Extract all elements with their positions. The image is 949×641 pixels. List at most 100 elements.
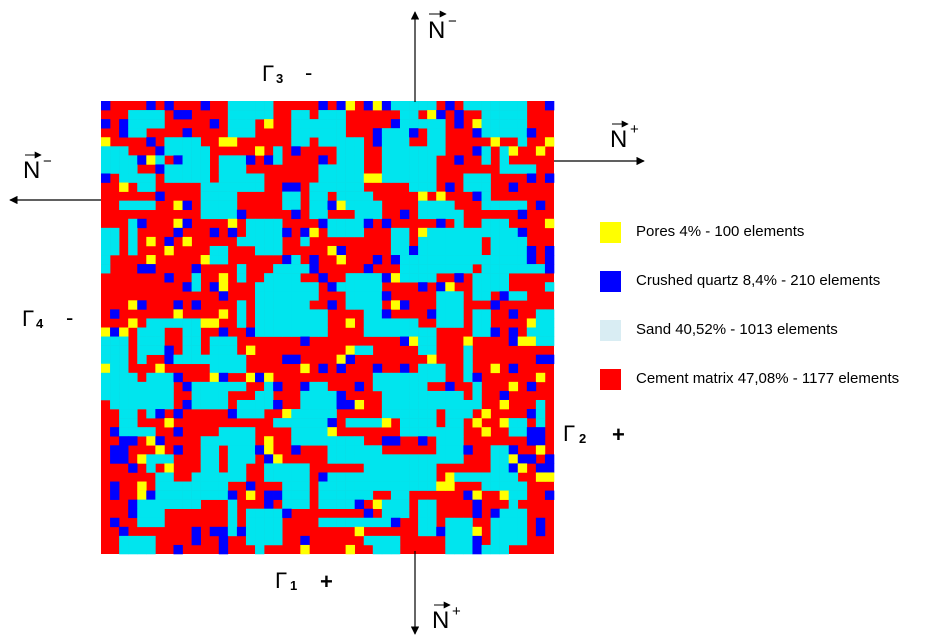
sand-cell xyxy=(354,137,365,147)
sand-cell xyxy=(372,209,383,220)
sand-cell xyxy=(363,282,374,292)
sand-cell xyxy=(481,227,491,238)
sand-cell xyxy=(336,164,346,174)
sand-cell xyxy=(318,173,328,183)
sand-cell xyxy=(517,101,528,111)
sand-cell xyxy=(273,264,283,274)
sand-cell xyxy=(336,128,346,138)
sand-cell xyxy=(490,110,500,120)
sand-cell xyxy=(418,418,428,428)
sand-cell xyxy=(454,245,464,256)
sand-cell xyxy=(508,535,519,546)
sand-cell xyxy=(245,436,256,446)
crushed-quartz-cell xyxy=(508,463,519,473)
sand-cell xyxy=(399,128,410,138)
crushed-quartz-cell xyxy=(282,354,292,365)
sand-cell xyxy=(454,526,464,537)
sand-cell xyxy=(182,146,192,156)
crushed-quartz-cell xyxy=(409,245,419,256)
sand-cell xyxy=(182,173,192,183)
sand-cell xyxy=(218,336,229,346)
crushed-quartz-cell xyxy=(363,508,374,519)
sand-cell xyxy=(182,336,192,346)
sand-cell xyxy=(318,427,328,437)
crushed-quartz-cell xyxy=(110,309,120,319)
pores-cell xyxy=(472,119,482,129)
sand-cell xyxy=(300,327,310,337)
sand-cell xyxy=(427,463,437,473)
crushed-quartz-cell xyxy=(218,535,229,546)
sand-cell xyxy=(146,517,156,528)
sand-cell xyxy=(445,291,455,301)
crushed-quartz-cell xyxy=(300,535,310,546)
sand-cell xyxy=(227,200,238,211)
pores-cell xyxy=(418,191,428,201)
sand-cell xyxy=(372,418,383,428)
sand-cell xyxy=(155,345,165,355)
pores-cell xyxy=(282,409,292,419)
crushed-quartz-cell xyxy=(535,200,546,211)
sand-cell xyxy=(472,101,482,111)
sand-cell xyxy=(218,209,229,220)
material-grid xyxy=(101,101,555,555)
sand-cell xyxy=(300,472,310,482)
sand-cell xyxy=(291,490,301,500)
sand-cell xyxy=(200,463,211,473)
sand-cell xyxy=(264,101,274,111)
crushed-quartz-cell xyxy=(454,155,464,165)
svg-text:−: − xyxy=(43,153,52,170)
crushed-quartz-cell xyxy=(418,436,428,446)
sand-cell xyxy=(409,481,419,491)
pores-cell xyxy=(309,227,319,238)
sand-cell xyxy=(255,327,265,337)
sand-cell xyxy=(155,372,165,383)
sand-cell xyxy=(236,300,247,310)
crushed-quartz-cell xyxy=(245,327,256,337)
sand-cell xyxy=(200,354,211,365)
sand-cell xyxy=(255,245,265,256)
sand-cell xyxy=(155,499,165,509)
sand-cell xyxy=(264,327,274,337)
sand-cell xyxy=(173,499,183,509)
sand-cell xyxy=(490,218,500,229)
crushed-quartz-cell xyxy=(227,409,238,419)
sand-cell xyxy=(499,155,509,165)
sand-cell xyxy=(390,490,401,500)
sand-cell xyxy=(490,119,500,129)
sand-cell xyxy=(345,282,355,292)
sand-cell xyxy=(390,155,401,165)
sand-cell xyxy=(345,454,355,464)
sand-cell xyxy=(146,499,156,509)
sand-cell xyxy=(227,191,238,201)
sand-cell xyxy=(209,490,220,500)
sand-cell xyxy=(472,182,482,192)
sand-cell xyxy=(336,218,346,229)
sand-cell xyxy=(381,472,392,482)
crushed-quartz-cell xyxy=(463,490,473,500)
sand-cell xyxy=(309,119,319,129)
sand-cell xyxy=(300,110,310,120)
crushed-quartz-cell xyxy=(300,381,310,392)
sand-cell xyxy=(264,218,274,229)
sand-cell xyxy=(227,110,238,120)
sand-cell xyxy=(309,282,319,292)
pores-cell xyxy=(218,273,229,283)
sand-cell xyxy=(418,427,428,437)
sand-cell xyxy=(463,255,473,265)
crushed-quartz-cell xyxy=(508,182,519,192)
pores-cell xyxy=(200,255,211,265)
crushed-quartz-cell xyxy=(282,508,292,519)
sand-cell xyxy=(155,517,165,528)
sand-cell xyxy=(191,146,201,156)
sand-cell xyxy=(146,409,156,419)
sand-cell xyxy=(436,445,446,455)
crushed-quartz-cell xyxy=(182,200,192,211)
crushed-quartz-cell xyxy=(526,245,537,256)
crushed-quartz-cell xyxy=(309,255,319,265)
sand-cell xyxy=(418,146,428,156)
sand-cell xyxy=(409,372,419,383)
pores-cell xyxy=(544,472,555,482)
sand-cell xyxy=(327,110,337,120)
sand-cell xyxy=(300,499,310,509)
crushed-quartz-cell xyxy=(164,236,174,247)
